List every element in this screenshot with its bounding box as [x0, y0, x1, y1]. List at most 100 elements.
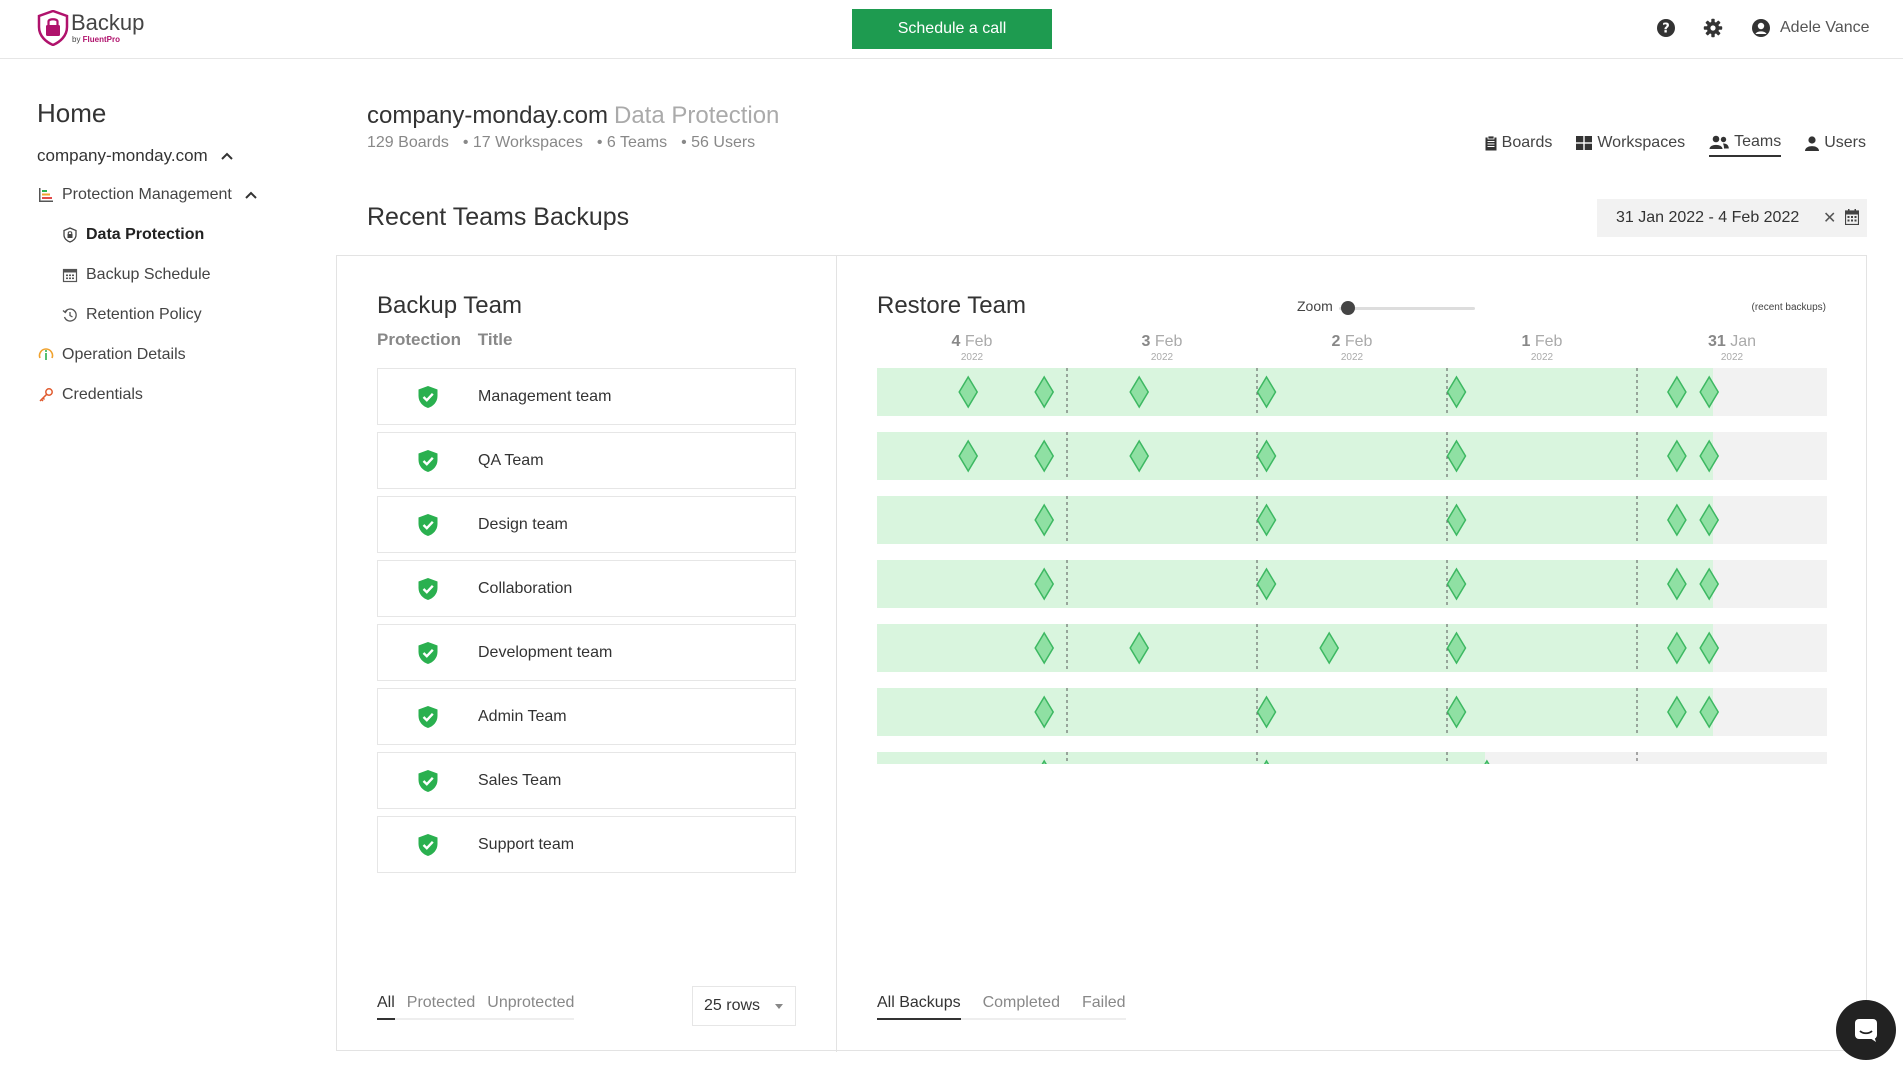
app-logo[interactable]: Backup by FluentPro [37, 10, 144, 46]
filter-protected[interactable]: Protected [406, 994, 476, 1011]
backup-point-marker[interactable] [1034, 631, 1055, 665]
backup-point-marker[interactable] [1699, 439, 1720, 473]
backup-team-title: Backup Team [377, 292, 522, 319]
panel-divider [836, 256, 837, 1052]
column-protection[interactable]: Protection [377, 330, 462, 349]
backup-point-marker[interactable] [958, 439, 979, 473]
svg-text:?: ? [1662, 22, 1670, 37]
help-icon[interactable]: ? [1656, 18, 1676, 38]
shield-check-icon [418, 641, 438, 664]
team-row[interactable]: Development team [377, 624, 796, 681]
backup-point-marker[interactable] [1258, 759, 1276, 764]
backup-point-marker[interactable] [1699, 375, 1720, 409]
backup-point-marker[interactable] [1035, 759, 1053, 764]
gear-icon[interactable] [1703, 18, 1723, 38]
sidebar-item-credentials[interactable]: Credentials [37, 386, 143, 404]
sidebar-home[interactable]: Home [37, 98, 107, 128]
backup-point-marker[interactable] [1699, 695, 1720, 729]
sidebar-item-data-protection[interactable]: Data Protection [61, 226, 204, 244]
team-row[interactable]: Sales Team [377, 752, 796, 809]
timeline-coverage-bar [877, 496, 1713, 544]
filter-all-backups[interactable]: All Backups [877, 994, 961, 1020]
backup-point-marker[interactable] [1256, 695, 1277, 729]
date-range-value: 31 Jan 2022 - 4 Feb 2022 [1616, 209, 1800, 226]
tab-teams[interactable]: Teams [1709, 133, 1782, 157]
backup-point-marker[interactable] [1034, 375, 1055, 409]
backup-point-marker[interactable] [1129, 439, 1150, 473]
tab-workspaces[interactable]: Workspaces [1576, 133, 1685, 157]
backup-point-marker[interactable] [1034, 567, 1055, 601]
chevron-up-icon[interactable] [244, 190, 258, 200]
filter-unprotected[interactable]: Unprotected [487, 994, 575, 1011]
team-row[interactable]: Collaboration [377, 560, 796, 617]
backup-point-marker[interactable] [1446, 439, 1467, 473]
shield-check-icon [418, 705, 438, 728]
rows-per-page-select[interactable]: 25 rows [692, 986, 796, 1026]
backup-point-marker[interactable] [958, 375, 979, 409]
backup-point-marker[interactable] [1699, 503, 1720, 537]
team-row[interactable]: Support team [377, 816, 796, 873]
backup-point-marker[interactable] [1256, 503, 1277, 537]
backup-point-marker[interactable] [1446, 695, 1467, 729]
filter-completed[interactable]: Completed [982, 994, 1060, 1011]
backup-point-marker[interactable] [1446, 375, 1467, 409]
backup-point-marker[interactable] [1699, 631, 1720, 665]
top-header: Backup by FluentPro Schedule a call ? Ad… [0, 0, 1903, 59]
backup-point-marker[interactable] [1699, 567, 1720, 601]
calendar-icon[interactable] [1845, 209, 1859, 225]
chat-launcher-button[interactable] [1836, 1000, 1896, 1060]
filter-failed[interactable]: Failed [1081, 994, 1126, 1011]
shield-lock-logo-icon [37, 10, 69, 46]
user-name[interactable]: Adele Vance [1780, 19, 1870, 36]
backup-point-marker[interactable] [1034, 503, 1055, 537]
stat-users: 56 Users [681, 134, 755, 152]
backup-point-marker[interactable] [1034, 439, 1055, 473]
timeline-date-label: 3 Feb [1142, 333, 1183, 350]
user-avatar-icon[interactable] [1751, 18, 1771, 38]
backup-timeline: 4 Feb 2022 3 Feb 2022 2 Feb 2022 1 Feb 2022 31 J… [877, 333, 1827, 764]
timeline-coverage-bar [877, 752, 1485, 764]
backup-point-marker[interactable] [1446, 567, 1467, 601]
sidebar-item-operation-details[interactable]: Operation Details [37, 346, 186, 364]
team-row[interactable]: Management team [377, 368, 796, 425]
backup-point-marker[interactable] [1446, 503, 1467, 537]
team-row[interactable]: Design team [377, 496, 796, 553]
backup-point-marker[interactable] [1667, 375, 1687, 409]
backup-point-marker[interactable] [1478, 759, 1496, 764]
sidebar-item-retention-policy[interactable]: Retention Policy [61, 306, 202, 324]
backup-point-marker[interactable] [1667, 503, 1687, 537]
column-title[interactable]: Title [477, 330, 513, 349]
team-name: Management team [478, 387, 612, 405]
backup-point-marker[interactable] [1256, 567, 1277, 601]
calendar-icon [62, 268, 78, 283]
backup-point-marker[interactable] [1129, 631, 1150, 665]
clear-date-icon[interactable]: ✕ [1823, 210, 1837, 227]
sidebar-item-backup-schedule[interactable]: Backup Schedule [61, 266, 211, 284]
zoom-slider-track[interactable] [1339, 307, 1475, 310]
schedule-call-button[interactable]: Schedule a call [852, 9, 1052, 49]
filter-all[interactable]: All [377, 994, 395, 1020]
backup-point-marker[interactable] [1667, 439, 1687, 473]
sidebar-item-label: Data Protection [86, 226, 205, 243]
date-range-picker[interactable]: 31 Jan 2022 - 4 Feb 2022 ✕ [1597, 199, 1867, 237]
backup-point-marker[interactable] [1256, 439, 1277, 473]
backup-point-marker[interactable] [1667, 695, 1687, 729]
backup-point-marker[interactable] [1446, 631, 1467, 665]
team-row[interactable]: Admin Team [377, 688, 796, 745]
chevron-up-icon[interactable] [220, 151, 234, 161]
backup-point-marker[interactable] [1319, 631, 1340, 665]
sidebar-company[interactable]: company-monday.com [37, 146, 234, 166]
team-name: Development team [478, 643, 613, 661]
backup-point-marker[interactable] [1129, 375, 1150, 409]
tab-boards[interactable]: Boards [1485, 133, 1552, 157]
zoom-slider-handle[interactable] [1341, 301, 1355, 315]
shield-check-icon [418, 577, 438, 600]
shield-check-icon [418, 769, 438, 792]
backup-point-marker[interactable] [1667, 631, 1687, 665]
sidebar-item-protection-management[interactable]: Protection Management [37, 186, 258, 204]
tab-users[interactable]: Users [1805, 133, 1866, 157]
backup-point-marker[interactable] [1256, 375, 1277, 409]
backup-point-marker[interactable] [1034, 695, 1055, 729]
team-row[interactable]: QA Team [377, 432, 796, 489]
backup-point-marker[interactable] [1667, 567, 1687, 601]
